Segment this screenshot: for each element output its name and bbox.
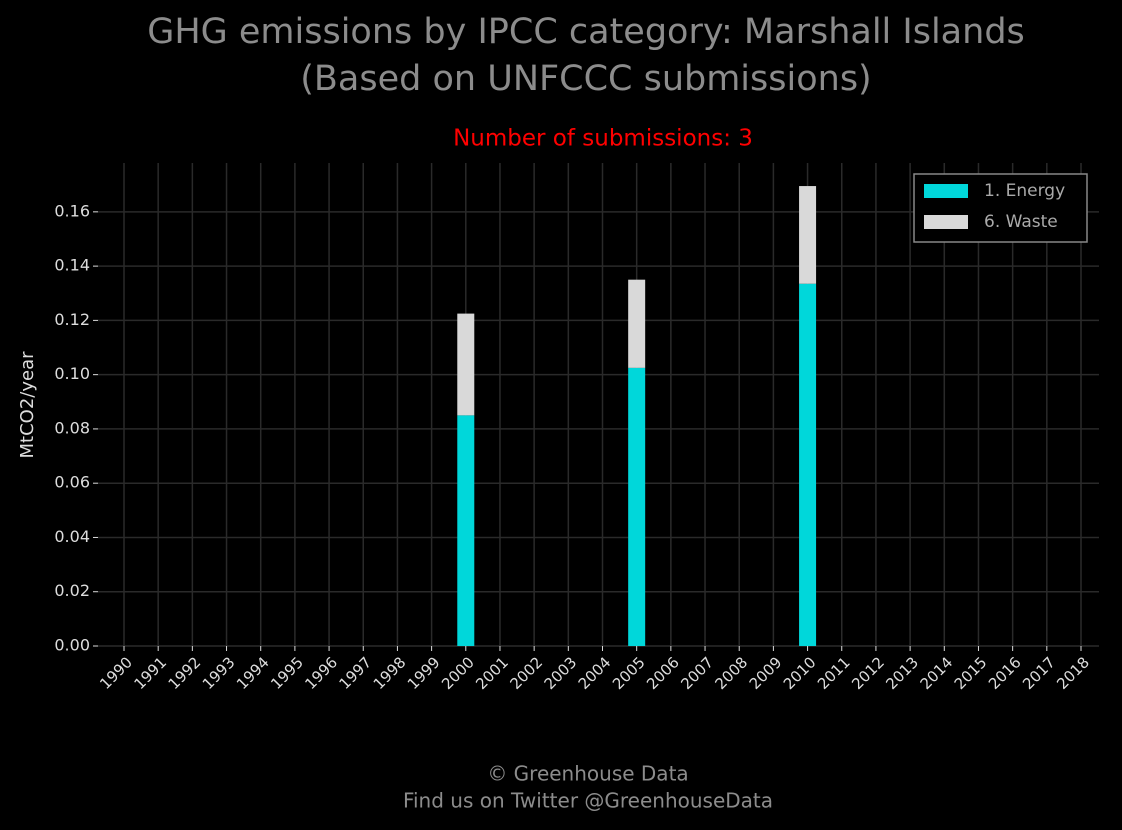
x-tick-label: 2017 xyxy=(1019,653,1059,693)
y-tick-label: 0.04 xyxy=(54,527,90,546)
bar-segment xyxy=(457,415,475,646)
y-tick-label: 0.16 xyxy=(54,201,90,220)
x-tick-label: 1996 xyxy=(301,653,341,693)
y-tick-label: 0.00 xyxy=(54,636,90,655)
x-tick-label: 1997 xyxy=(336,653,376,693)
x-tick-label: 2000 xyxy=(438,653,478,693)
legend-swatch xyxy=(924,215,968,229)
legend-swatch xyxy=(924,184,968,198)
x-tick-label: 2010 xyxy=(780,653,820,693)
x-tick-label: 1992 xyxy=(165,653,205,693)
bar-segment xyxy=(628,367,646,646)
bar-segment xyxy=(799,186,817,284)
y-axis-label: MtCO2/year xyxy=(17,351,38,459)
y-tick-label: 0.06 xyxy=(54,473,90,492)
legend-label: 6. Waste xyxy=(984,212,1058,232)
x-tick-label: 2012 xyxy=(848,653,888,693)
x-tick-label: 2016 xyxy=(985,653,1025,693)
y-tick-label: 0.12 xyxy=(54,310,90,329)
x-tick-label: 1990 xyxy=(96,653,136,693)
x-tick-label: 2007 xyxy=(677,653,717,693)
x-tick-label: 2018 xyxy=(1053,653,1093,693)
x-tick-label: 2011 xyxy=(814,653,854,693)
bar-segment xyxy=(799,283,817,646)
x-tick-label: 1999 xyxy=(404,653,444,693)
y-tick-label: 0.14 xyxy=(54,256,90,275)
bar-segment xyxy=(628,279,646,368)
x-tick-label: 1995 xyxy=(267,653,307,693)
x-tick-label: 2005 xyxy=(609,653,649,693)
x-tick-label: 1993 xyxy=(199,653,239,693)
x-tick-label: 2009 xyxy=(746,653,786,693)
y-tick-label: 0.08 xyxy=(54,418,90,437)
chart-title-line2: (Based on UNFCCC submissions) xyxy=(300,59,871,99)
x-tick-label: 1998 xyxy=(370,653,410,693)
x-tick-label: 2013 xyxy=(882,653,922,693)
y-tick-label: 0.10 xyxy=(54,364,90,383)
x-tick-label: 2008 xyxy=(711,653,751,693)
footer-line2: Find us on Twitter @GreenhouseData xyxy=(403,789,773,813)
x-tick-label: 1991 xyxy=(130,653,170,693)
x-tick-label: 1994 xyxy=(233,653,273,693)
y-tick-label: 0.02 xyxy=(54,581,90,600)
x-tick-label: 2002 xyxy=(506,653,546,693)
x-tick-label: 2001 xyxy=(472,653,512,693)
bar-segment xyxy=(457,313,475,416)
footer: © Greenhouse Data xyxy=(487,762,688,786)
x-tick-label: 2006 xyxy=(643,653,683,693)
x-tick-label: 2004 xyxy=(575,653,615,693)
x-tick-label: 2014 xyxy=(917,653,957,693)
chart-subtitle: Number of submissions: 3 xyxy=(453,126,753,152)
x-tick-label: 2003 xyxy=(541,653,581,693)
chart-title: GHG emissions by IPCC category: Marshall… xyxy=(147,12,1025,52)
x-tick-label: 2015 xyxy=(951,653,991,693)
legend-label: 1. Energy xyxy=(984,181,1065,201)
